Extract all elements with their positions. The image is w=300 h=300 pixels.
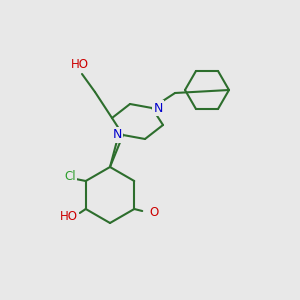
Text: Cl: Cl — [64, 170, 76, 184]
Text: O: O — [150, 206, 159, 220]
Text: HO: HO — [71, 58, 89, 70]
Text: N: N — [153, 101, 163, 115]
Text: N: N — [112, 128, 122, 142]
Text: HO: HO — [60, 211, 78, 224]
